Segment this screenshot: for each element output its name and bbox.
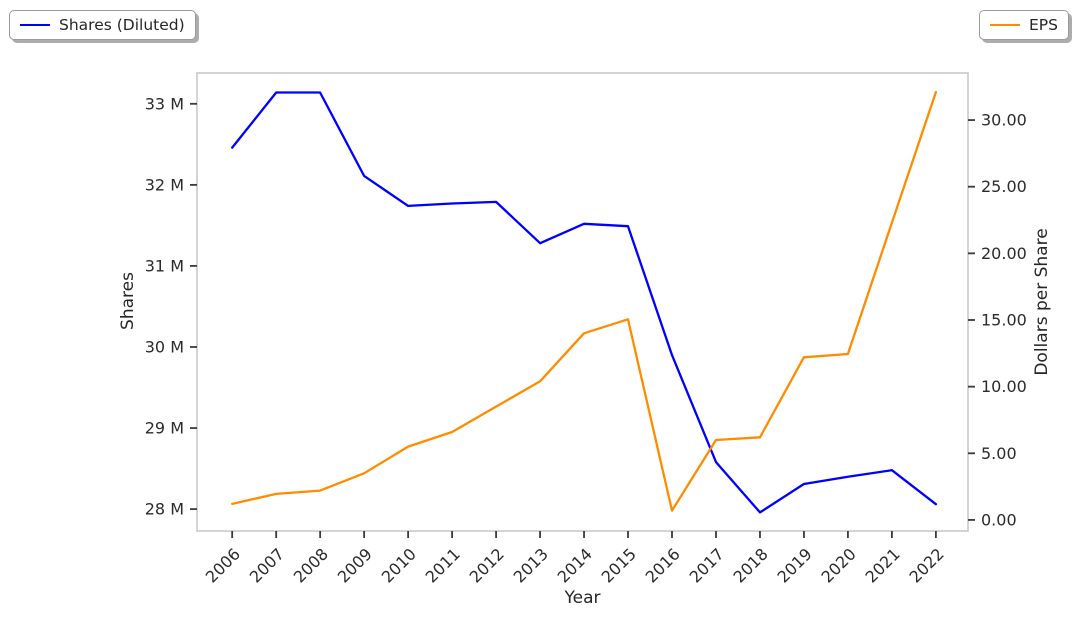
left-axis-tick-label: 28 M: [145, 500, 184, 519]
x-axis-tick-label: 2013: [510, 544, 552, 586]
right-axis-tick-label: 5.00: [981, 444, 1017, 463]
left-axis-tick-label: 32 M: [145, 175, 184, 194]
left-axis-tick-label: 33 M: [145, 94, 184, 113]
x-axis-tick-label: 2020: [818, 544, 860, 586]
x-axis-tick-label: 2008: [290, 544, 332, 586]
left-axis-tick-label: 31 M: [145, 256, 184, 275]
eps-series-line: [231, 90, 938, 512]
right-axis-tick-label: 0.00: [981, 510, 1017, 529]
x-axis-tick-label: 2007: [246, 544, 288, 586]
legend-eps: EPS: [979, 10, 1069, 40]
x-axis-tick-label: 2015: [598, 544, 640, 586]
right-axis-tick-label: 25.00: [981, 177, 1027, 196]
x-axis-tick-label: 2011: [422, 544, 464, 586]
left-axis-tick-label: 29 M: [145, 419, 184, 438]
x-axis-tick-label: 2014: [554, 544, 596, 586]
x-axis-tick-label: 2006: [202, 544, 244, 586]
left-axis-tick-label: 30 M: [145, 337, 184, 356]
eps-legend-label: EPS: [1029, 16, 1058, 34]
right-axis-tick-label: 20.00: [981, 244, 1027, 263]
x-axis-tick-label: 2021: [862, 544, 904, 586]
x-axis-tick-label: 2022: [905, 544, 947, 586]
x-axis-title: Year: [564, 588, 601, 608]
right-axis-tick-label: 15.00: [981, 310, 1027, 329]
x-axis-tick-label: 2016: [642, 544, 684, 586]
x-axis-tick-label: 2012: [466, 544, 508, 586]
x-axis-tick-label: 2010: [378, 544, 420, 586]
legend-shares: Shares (Diluted): [9, 10, 196, 40]
x-axis-tick-label: 2009: [334, 544, 376, 586]
right-axis-tick-label: 30.00: [981, 111, 1027, 130]
shares-legend-label: Shares (Diluted): [59, 16, 185, 34]
x-axis-tick-label: 2019: [774, 544, 816, 586]
plot-frame: [196, 72, 969, 532]
shares-series-line: [231, 91, 938, 514]
x-axis-tick-label: 2018: [730, 544, 772, 586]
shares-legend-line-sample: [20, 24, 50, 26]
x-axis-tick-label: 2017: [686, 544, 728, 586]
eps-legend-line-sample: [990, 24, 1020, 26]
right-axis-tick-label: 10.00: [981, 377, 1027, 396]
